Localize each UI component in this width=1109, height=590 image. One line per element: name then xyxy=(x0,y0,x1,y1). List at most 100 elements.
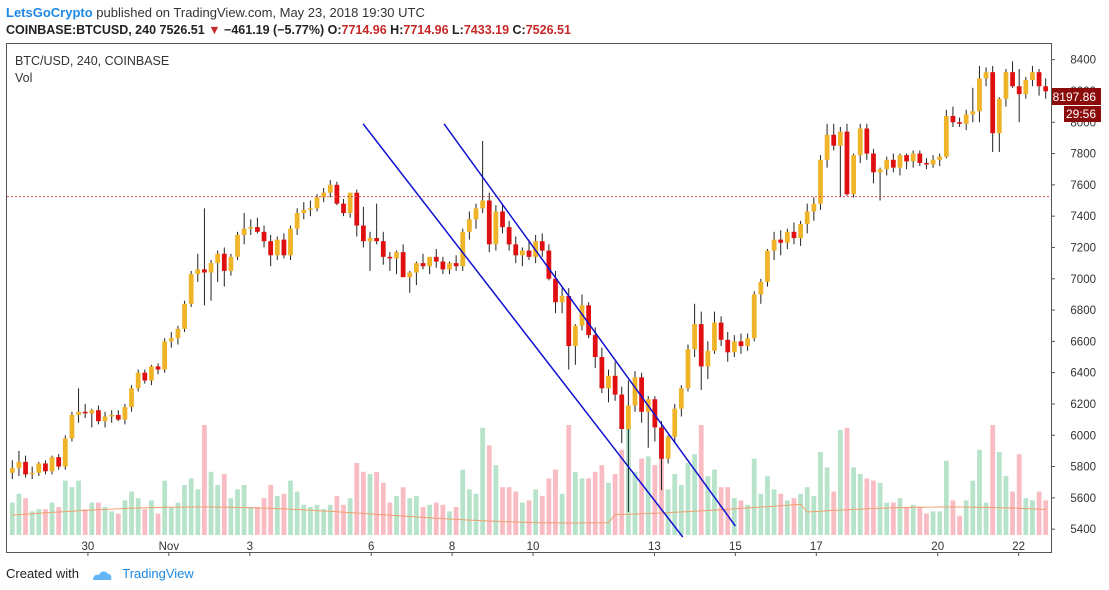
x-tick-label: 22 xyxy=(1012,541,1025,553)
volume-bar xyxy=(374,471,380,535)
volume-bar xyxy=(924,513,929,535)
volume-bar xyxy=(466,489,472,535)
volume-bar xyxy=(632,471,638,535)
y-tick-label: 6200 xyxy=(1070,399,1096,411)
candle-body xyxy=(897,155,903,168)
volume-bar xyxy=(784,500,790,535)
volume-bar xyxy=(500,487,505,535)
candle-body xyxy=(1030,72,1035,80)
volume-bar xyxy=(977,449,982,535)
price-axis[interactable]: 5400 5600 5800 6000 6200 6400 6600 6800 7000 7200… xyxy=(1051,55,1096,537)
volume-bar xyxy=(851,467,856,535)
candle-body xyxy=(592,335,598,358)
volume-bar xyxy=(884,502,890,535)
open-label: O: xyxy=(327,23,342,37)
candle-body xyxy=(9,468,15,473)
candle-body xyxy=(414,263,419,273)
volume-layer xyxy=(9,425,1049,535)
volume-bar xyxy=(712,469,717,535)
candle-body xyxy=(82,411,88,414)
candle-body xyxy=(460,231,466,267)
volume-bar xyxy=(745,504,750,535)
candle-body xyxy=(818,159,823,204)
down-arrow-icon: ▼ xyxy=(208,23,221,37)
candle-body xyxy=(678,388,684,409)
candle-body xyxy=(1003,72,1009,99)
candle-body xyxy=(241,228,247,235)
candle-body xyxy=(824,134,830,160)
volume-bar xyxy=(142,509,148,535)
volume-bar xyxy=(579,478,585,535)
candle-body xyxy=(963,114,969,124)
volume-bar xyxy=(341,504,346,535)
candle-body xyxy=(519,250,525,256)
candle-body xyxy=(268,241,274,256)
candle-body xyxy=(798,223,803,239)
volume-bar xyxy=(910,504,916,535)
volume-bar xyxy=(135,498,141,535)
volume-bar xyxy=(301,504,307,535)
open-value: 7714.96 xyxy=(341,23,387,37)
volume-bar xyxy=(837,430,843,535)
candle-body xyxy=(672,408,678,437)
y-tick-label: 7400 xyxy=(1070,211,1096,223)
candle-body xyxy=(857,128,863,156)
author-link[interactable]: LetsGoCrypto xyxy=(6,5,93,20)
candle-layer xyxy=(9,61,1049,512)
candle-body xyxy=(202,269,207,273)
y-tick-label: 7800 xyxy=(1070,149,1096,161)
candle-body xyxy=(506,227,512,245)
y-tick-label: 6000 xyxy=(1070,430,1096,442)
volume-bar xyxy=(321,509,327,535)
y-tick-label: 8400 xyxy=(1070,55,1096,67)
candle-body xyxy=(546,250,552,279)
candle-body xyxy=(599,357,605,389)
current-price-tag: 8197.86 xyxy=(1052,88,1101,105)
low-label: L: xyxy=(452,23,464,37)
volume-bar xyxy=(1023,498,1029,535)
candle-body xyxy=(990,72,996,134)
volume-bar xyxy=(202,425,207,535)
candle-body xyxy=(208,263,214,273)
volume-bar xyxy=(49,502,55,535)
candle-body xyxy=(738,341,744,347)
volume-bar xyxy=(380,482,386,535)
candle-body xyxy=(149,366,154,381)
candle-body xyxy=(904,155,909,162)
candle-body xyxy=(745,338,750,347)
volume-bar xyxy=(725,487,731,535)
candle-body xyxy=(62,438,68,467)
tradingview-link[interactable]: TradingView xyxy=(122,566,194,581)
candle-body xyxy=(606,375,611,389)
volume-bar xyxy=(460,469,466,535)
volume-bar xyxy=(129,491,134,535)
candle-body xyxy=(43,463,48,472)
candle-body xyxy=(566,295,572,347)
high-value: 7714.96 xyxy=(403,23,449,37)
candle-body xyxy=(632,377,638,406)
y-tick-label: 6400 xyxy=(1070,368,1096,380)
volume-bar xyxy=(29,511,35,535)
candle-body xyxy=(1036,72,1042,87)
channel-layer xyxy=(7,123,1051,538)
volume-bar xyxy=(115,513,121,535)
volume-bar xyxy=(96,502,101,535)
volume-bar xyxy=(122,500,128,535)
volume-bar xyxy=(255,507,260,535)
candle-body xyxy=(890,159,896,168)
volume-bar xyxy=(983,502,989,535)
volume-bar xyxy=(904,507,909,535)
candle-body xyxy=(539,241,545,251)
candle-body xyxy=(983,72,989,79)
candle-body xyxy=(36,463,42,473)
volume-bar xyxy=(447,511,452,535)
candle-body xyxy=(725,339,731,353)
volume-bar xyxy=(996,452,1002,535)
time-axis[interactable]: 30 Nov 3 6 8 10 13 15 17 20 22 xyxy=(82,541,1025,556)
volume-bar xyxy=(36,509,42,535)
volume-bar xyxy=(553,469,558,535)
candle-body xyxy=(996,98,1002,134)
candle-body xyxy=(155,366,161,370)
candle-body xyxy=(811,203,817,212)
